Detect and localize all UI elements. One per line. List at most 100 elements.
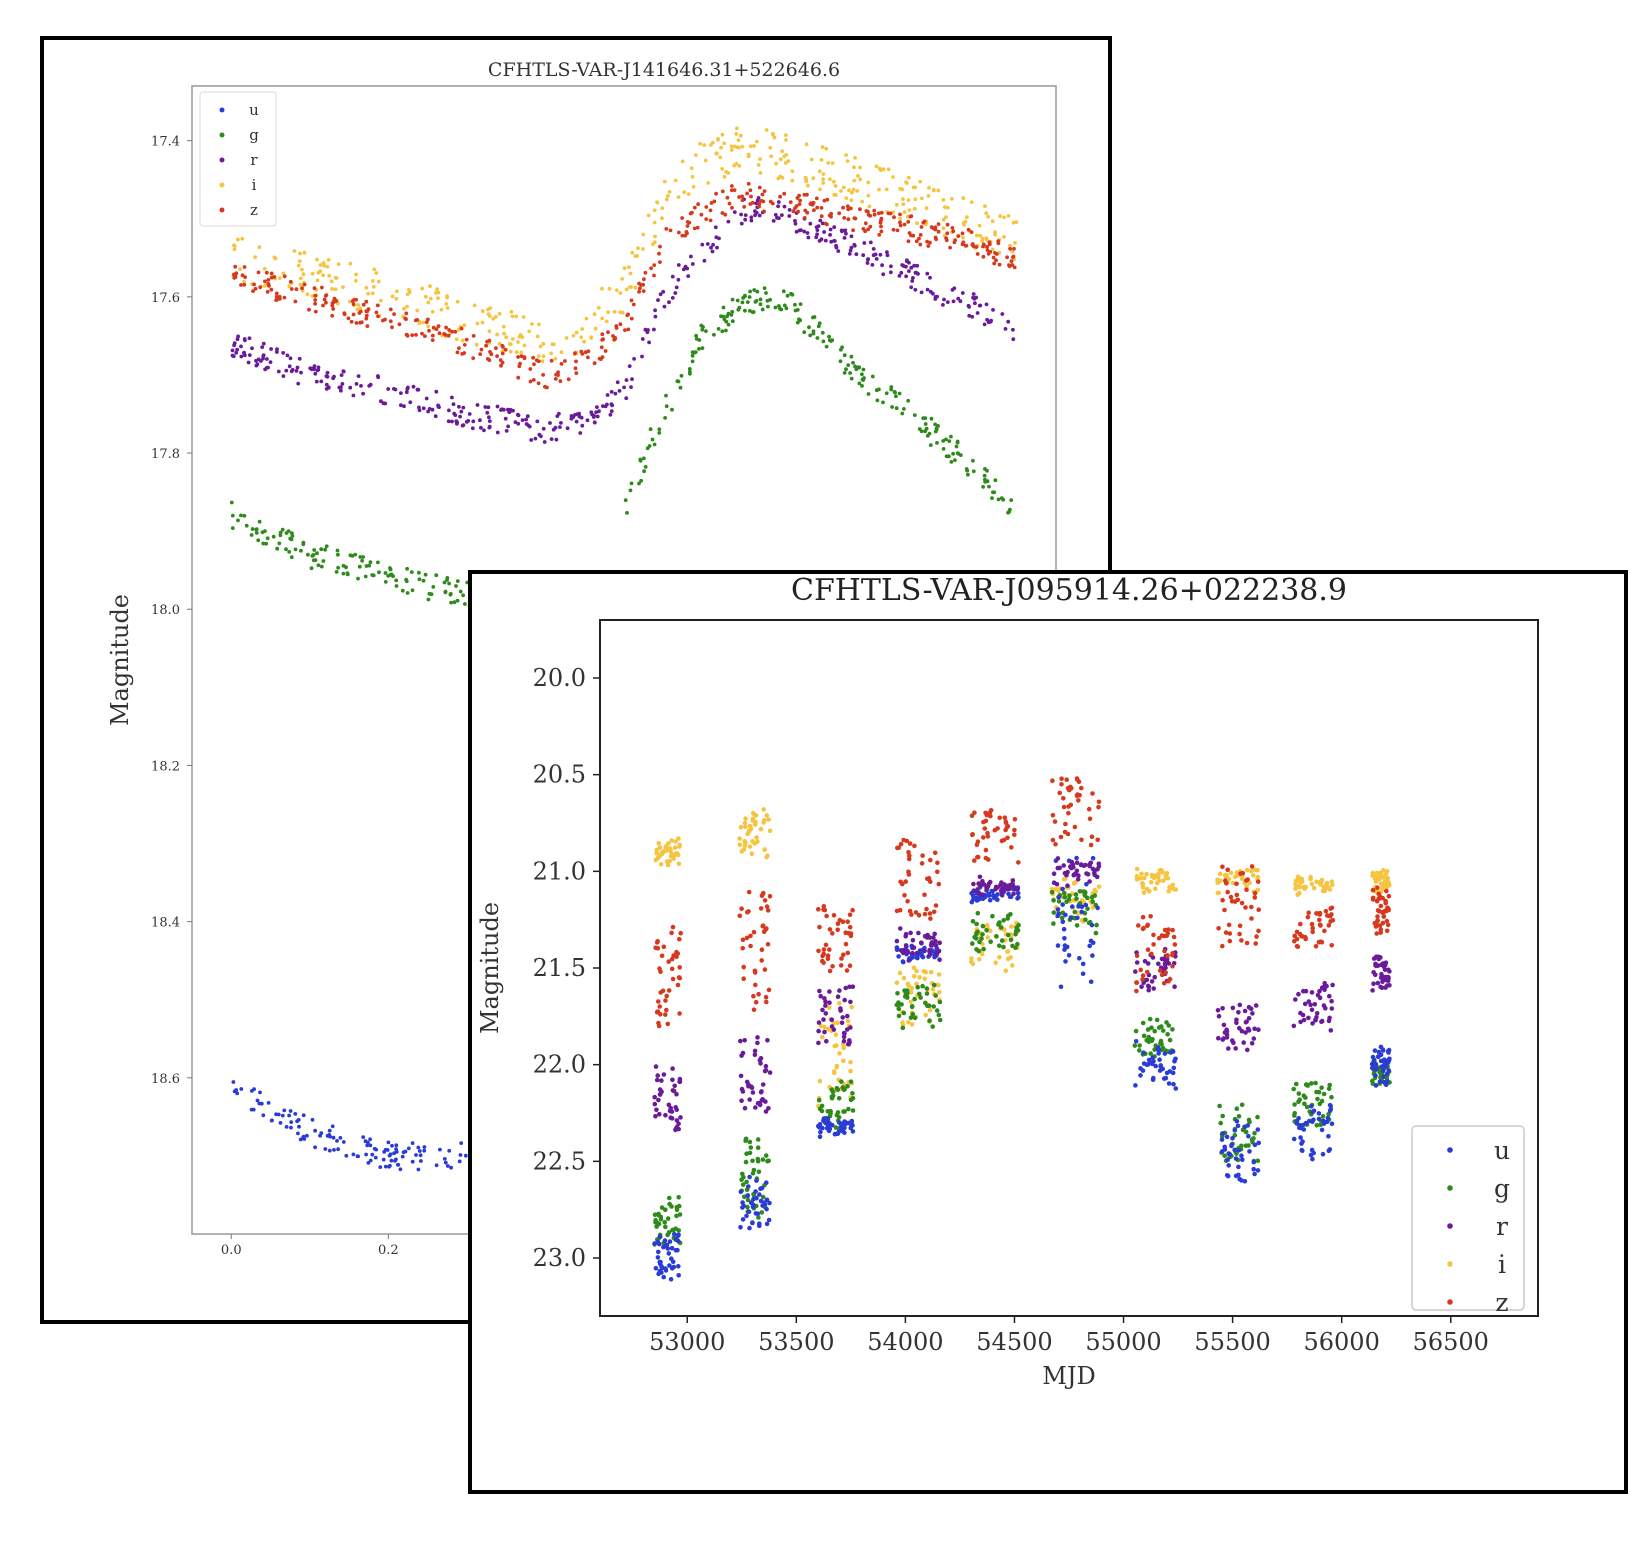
data-point-z-front [1325, 913, 1330, 918]
data-point-u-front [839, 1126, 845, 1131]
data-point-z-front [677, 936, 682, 942]
data-point-r-front [1379, 985, 1385, 991]
data-point-g-back [870, 374, 875, 379]
data-point-z-back [931, 226, 936, 231]
data-point-u-front [1150, 1055, 1155, 1060]
data-point-g-back [394, 584, 399, 588]
data-point-g-back [798, 302, 803, 306]
data-point-g-front [1292, 1111, 1297, 1116]
data-point-g-front [750, 1158, 755, 1164]
data-point-i-back [804, 142, 809, 147]
data-point-g-front [1317, 1101, 1323, 1107]
data-point-z-front [1005, 835, 1010, 841]
data-point-z-front [1225, 889, 1230, 895]
data-point-i-back [855, 189, 860, 193]
data-point-z-front [816, 907, 821, 912]
data-point-r-front [1146, 987, 1151, 993]
data-point-z-back [274, 298, 278, 302]
data-point-g-back [838, 359, 843, 364]
data-point-z-front [675, 951, 681, 956]
data-point-i-front [833, 1032, 839, 1037]
data-point-r-front [980, 892, 985, 897]
data-point-g-front [1243, 1143, 1249, 1148]
data-point-u-front [1079, 909, 1085, 915]
data-point-i-front [1096, 884, 1102, 890]
data-point-r-back [503, 416, 508, 421]
data-point-z-front [1050, 812, 1056, 818]
data-point-u-back [414, 1153, 418, 1157]
data-point-g-front [927, 1018, 932, 1023]
data-point-z-back [611, 334, 615, 338]
data-point-u-front [1219, 1149, 1225, 1154]
data-point-r-back [928, 275, 932, 280]
data-point-i-back [541, 341, 546, 346]
data-point-i-front [1297, 890, 1302, 896]
data-point-z-front [825, 953, 831, 958]
data-point-r-front [1134, 960, 1140, 965]
data-point-i-back [718, 155, 723, 160]
data-point-u-front [1077, 956, 1082, 961]
data-point-u-back [289, 1125, 293, 1130]
data-point-g-back [820, 330, 825, 335]
data-point-z-back [866, 227, 870, 232]
data-point-r-front [1251, 1036, 1257, 1041]
data-point-z-front [1077, 792, 1082, 798]
data-point-g-back [429, 592, 434, 597]
data-point-z-back [917, 236, 921, 241]
data-point-i-back [902, 210, 907, 215]
data-point-r-front [911, 945, 917, 950]
data-point-u-front [827, 1126, 833, 1132]
data-point-g-front [1249, 1137, 1255, 1142]
data-point-g-back [764, 291, 768, 295]
data-point-r-back [681, 267, 686, 272]
data-point-i-back [734, 132, 739, 136]
data-point-g-back [361, 555, 365, 559]
data-point-g-back [336, 565, 340, 570]
data-point-u-front [833, 1131, 838, 1137]
data-point-u-back [305, 1133, 309, 1138]
data-point-u-front [1239, 1153, 1244, 1158]
data-point-z-back [471, 356, 476, 360]
data-point-i-front [663, 844, 669, 849]
x-tick-label-front: 55500 [1194, 1328, 1270, 1356]
data-point-z-back [364, 316, 369, 321]
data-point-r-front [1095, 867, 1100, 872]
data-point-z-front [906, 856, 912, 862]
data-point-g-front [931, 1004, 936, 1009]
data-point-i-back [522, 343, 527, 348]
data-point-r-back [910, 279, 915, 283]
data-point-z-back [757, 201, 762, 206]
data-point-z-front [1223, 878, 1228, 883]
data-point-g-back [434, 573, 439, 578]
data-point-z-back [825, 197, 830, 202]
data-point-z-back [404, 317, 408, 321]
data-point-z-back [357, 311, 362, 315]
data-point-r-back [629, 385, 633, 389]
data-point-g-front [656, 1211, 661, 1217]
data-point-g-back [956, 451, 961, 456]
data-point-i-back [540, 359, 545, 364]
data-point-r-back [402, 404, 406, 409]
data-point-u-back [293, 1112, 298, 1116]
data-point-z-front [1140, 973, 1146, 978]
data-point-r-back [242, 353, 247, 357]
data-point-r-back [743, 217, 748, 222]
data-point-z-front [658, 969, 663, 974]
data-point-i-front [761, 820, 766, 825]
data-point-z-front [1249, 904, 1254, 910]
data-point-r-front [1370, 988, 1375, 993]
data-point-z-front [748, 943, 753, 949]
data-point-u-front [1252, 1142, 1258, 1148]
data-point-u-front [818, 1129, 823, 1135]
data-point-z-front [1380, 895, 1385, 901]
data-point-i-back [790, 178, 795, 183]
data-point-i-back [257, 245, 262, 250]
data-point-g-back [650, 437, 655, 442]
data-point-r-front [763, 1109, 769, 1114]
data-point-i-front [1142, 875, 1147, 881]
data-point-r-front [818, 993, 823, 999]
data-point-i-back [694, 153, 698, 157]
data-point-i-front [1223, 872, 1228, 878]
data-point-i-front [752, 841, 757, 846]
data-point-r-back [451, 402, 456, 407]
